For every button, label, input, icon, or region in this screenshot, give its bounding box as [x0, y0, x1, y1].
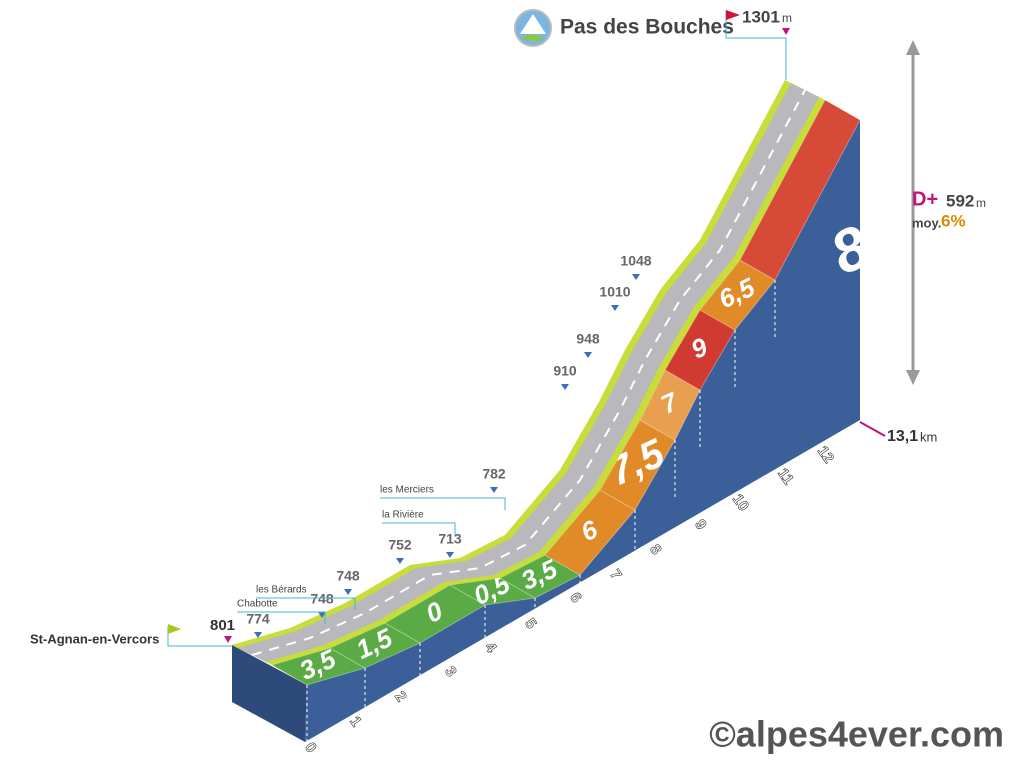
km-label: 5 — [521, 615, 540, 632]
place-leader — [382, 522, 456, 535]
summit-marker — [782, 28, 790, 35]
logo-mountain — [520, 14, 546, 34]
km-label: 7 — [606, 566, 625, 583]
summit-altitude: 1301 — [742, 7, 780, 26]
distance-value: 13,1 — [887, 428, 918, 445]
altitude-label: 752 — [388, 537, 412, 553]
altitude-marker — [344, 589, 352, 595]
altitude-marker — [490, 487, 498, 493]
altitude-label: 782 — [482, 466, 506, 482]
place-label: les Merciers — [380, 485, 434, 496]
altitude-label: 910 — [553, 363, 577, 379]
gain-label: D+ — [912, 188, 938, 210]
km-label: 6 — [566, 589, 585, 606]
summit-flag — [726, 10, 740, 20]
altitude-marker — [396, 558, 404, 564]
km-label: 9 — [691, 516, 710, 533]
altitude-label: 774 — [246, 611, 270, 627]
place-label: Chabotte — [237, 599, 278, 610]
altitude-label: 748 — [336, 568, 360, 584]
altitude-marker — [446, 552, 454, 558]
start-altitude: 801 — [210, 617, 235, 634]
km-label: 12 — [814, 443, 837, 466]
km-label: 8 — [646, 541, 665, 558]
copyright: ©alpes4ever.com — [709, 714, 1004, 755]
place-label: les Bérards — [256, 585, 307, 596]
altitude-label: 948 — [576, 331, 600, 347]
altitude-marker — [561, 384, 569, 390]
place-leader — [256, 597, 356, 610]
altitude-label: 1048 — [620, 253, 651, 269]
altitude-marker — [254, 632, 262, 638]
km-label: 3 — [441, 663, 460, 680]
start-flag — [168, 624, 181, 634]
place-leader — [237, 611, 326, 624]
distance-unit: km — [920, 429, 937, 444]
altitude-label: 1010 — [599, 284, 630, 300]
summit-leader — [725, 10, 787, 80]
altitude-marker — [611, 305, 619, 311]
place-leader — [380, 497, 506, 510]
altitude-marker — [632, 274, 640, 280]
km-label: 2 — [391, 688, 410, 705]
altitude-marker — [318, 612, 326, 618]
avg-value: 6% — [941, 211, 966, 230]
front-face — [305, 120, 860, 742]
distance-tick — [859, 421, 886, 437]
gradient-segment — [739, 99, 861, 281]
altitude-marker — [584, 352, 592, 358]
altitude-label: 713 — [438, 531, 462, 547]
start-marker — [224, 636, 232, 643]
summit-unit: m — [782, 11, 792, 25]
gain-unit: m — [976, 196, 986, 210]
road — [238, 83, 819, 662]
km-label: 10 — [729, 491, 752, 514]
start-name: St-Agnan-en-Vercors — [30, 631, 159, 646]
place-label: la Rivière — [382, 510, 424, 521]
km-label: 0 — [301, 739, 320, 756]
summit-name: Pas des Bouches — [560, 16, 734, 39]
altitude-label: 748 — [310, 591, 334, 607]
logo-ground — [523, 35, 543, 41]
km-label: 11 — [774, 465, 797, 488]
road-center — [251, 89, 806, 656]
left-face — [232, 645, 307, 742]
km-label: 4 — [481, 639, 500, 656]
gain-value: 592 — [946, 191, 974, 210]
avg-label: moy. — [912, 215, 941, 230]
